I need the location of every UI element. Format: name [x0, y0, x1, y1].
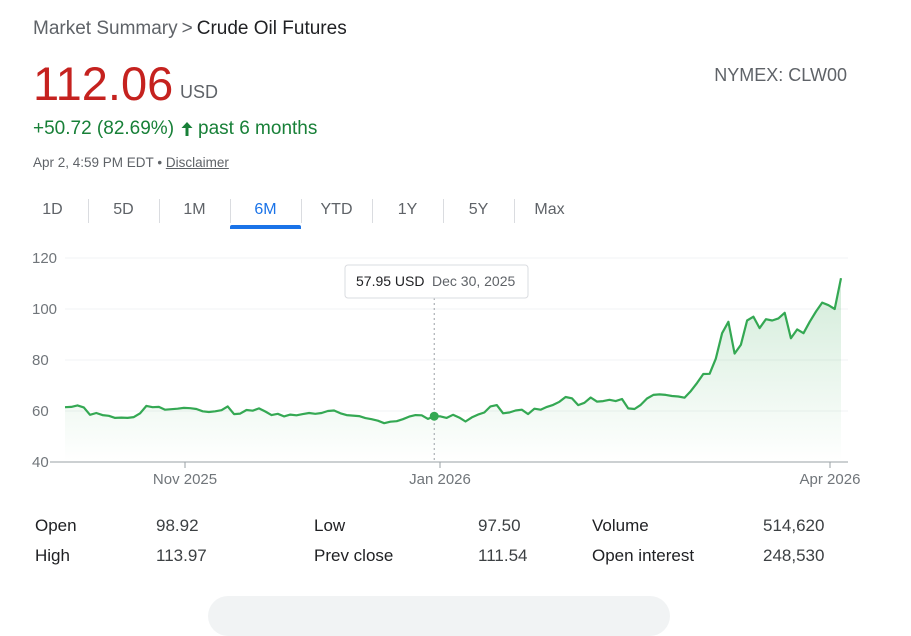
tooltip-value: 57.95 USD: [356, 273, 424, 289]
timestamp-separator: •: [157, 155, 163, 170]
stat-label-open-interest: Open interest: [592, 546, 695, 565]
tab-1d[interactable]: 1D: [42, 201, 63, 218]
x-tick-label: Jan 2026: [409, 471, 471, 488]
x-tick-label: Apr 2026: [800, 471, 861, 488]
tooltip-date: Dec 30, 2025: [432, 273, 515, 289]
stat-label-prev-close: Prev close: [314, 546, 394, 565]
current-price: 112.06: [33, 57, 174, 110]
stat-value-volume: 514,620: [763, 516, 825, 535]
tab-1y[interactable]: 1Y: [372, 193, 443, 227]
timestamp-text: Apr 2, 4:59 PM EDT: [33, 155, 154, 170]
stat-label-high: High: [35, 546, 70, 565]
breadcrumb-parent[interactable]: Market Summary: [33, 18, 178, 39]
stat-value-prev-close: 111.54: [478, 546, 528, 565]
chart-tooltip: 57.95 USD Dec 30, 2025: [344, 264, 529, 299]
x-tick-label: Nov 2025: [153, 471, 217, 488]
price-area: [65, 278, 841, 462]
stats-row: High 113.97 Prev close 111.54 Open inter…: [35, 546, 835, 576]
stat-label-low: Low: [314, 516, 346, 535]
stat-label-volume: Volume: [592, 516, 649, 535]
price-currency: USD: [180, 82, 219, 102]
range-tabs: 1D 5D 1M 6M YTD 1Y 5Y Max: [17, 193, 585, 229]
y-tick-label: 100: [32, 301, 57, 318]
y-tick-label: 40: [32, 454, 49, 471]
tab-5d[interactable]: 5D: [88, 193, 159, 227]
y-tick-label: 80: [32, 352, 49, 369]
tab-5y[interactable]: 5Y: [443, 193, 514, 227]
disclaimer-link[interactable]: Disclaimer: [165, 155, 229, 170]
arrow-up-icon: [180, 121, 194, 137]
stat-value-open-interest: 248,530: [763, 546, 825, 565]
price-change-period: past 6 months: [198, 118, 318, 139]
stat-value-open: 98.92: [156, 516, 199, 535]
breadcrumb-separator: >: [181, 18, 193, 39]
stats-row: Open 98.92 Low 97.50 Volume 514,620: [35, 516, 835, 546]
price-change: +50.72 (82.69%) past 6 months: [33, 118, 317, 140]
exchange-symbol: NYMEX: CLW00: [714, 65, 847, 85]
quote-timestamp: Apr 2, 4:59 PM EDT • Disclaimer: [33, 155, 229, 170]
more-about-button[interactable]: [208, 596, 670, 636]
price-change-value: +50.72 (82.69%): [33, 118, 175, 139]
tab-1m[interactable]: 1M: [159, 193, 230, 227]
price-chart[interactable]: 40 60 80 100 120 Nov 2025 Jan 2026 Apr 2026 57.…: [0, 240, 911, 500]
price-line: [64, 277, 843, 425]
stat-value-high: 113.97: [156, 546, 207, 565]
stats-table: Open 98.92 Low 97.50 Volume 514,620 High…: [35, 516, 835, 576]
tab-ytd[interactable]: YTD: [301, 193, 372, 227]
tab-max[interactable]: Max: [514, 193, 585, 227]
hover-point: [429, 411, 439, 421]
stat-value-low: 97.50: [478, 516, 521, 535]
y-tick-label: 60: [32, 403, 49, 420]
breadcrumb: Market Summary > Crude Oil Futures: [33, 18, 347, 40]
y-tick-label: 120: [32, 250, 57, 267]
breadcrumb-current: Crude Oil Futures: [196, 18, 347, 39]
stat-label-open: Open: [35, 516, 77, 535]
tab-6m[interactable]: 6M: [230, 193, 301, 229]
